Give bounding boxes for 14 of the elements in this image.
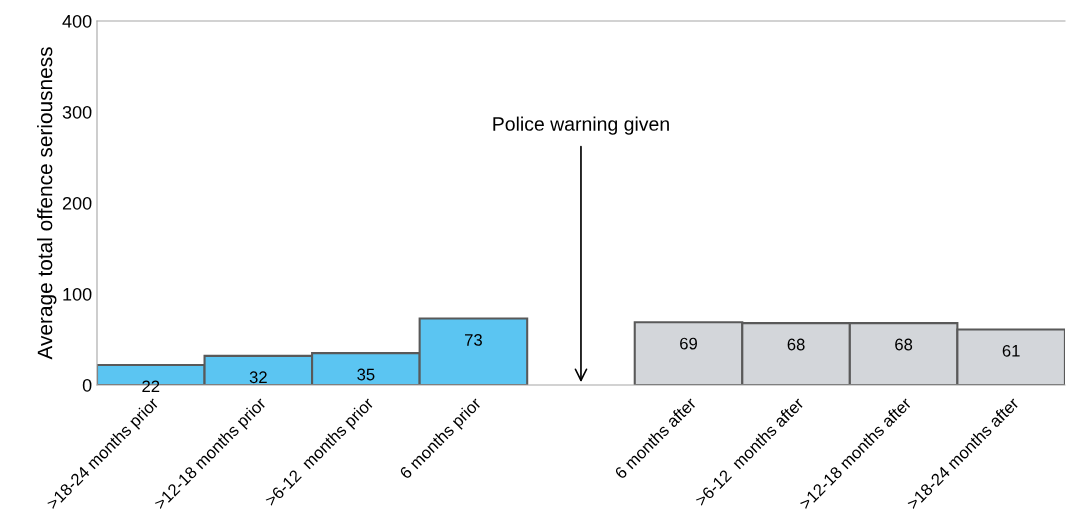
data-label: 73 [465,334,482,346]
y-tick-label: 200 [62,196,92,210]
data-label: 61 [1002,344,1020,357]
data-label: 35 [357,368,375,381]
annotation: Police warning given [493,116,669,135]
data-label: 68 [787,338,805,351]
data-label: 68 [895,338,913,351]
data-label: 69 [680,337,697,350]
y-tick-label: 100 [63,287,92,301]
y-axis-title: Average total offence seriousness [37,47,57,360]
data-label: 32 [249,371,267,384]
y-tick-label: 400 [62,14,92,28]
y-tick-label: 300 [62,105,92,119]
y-tick-label: 0 [82,378,92,392]
